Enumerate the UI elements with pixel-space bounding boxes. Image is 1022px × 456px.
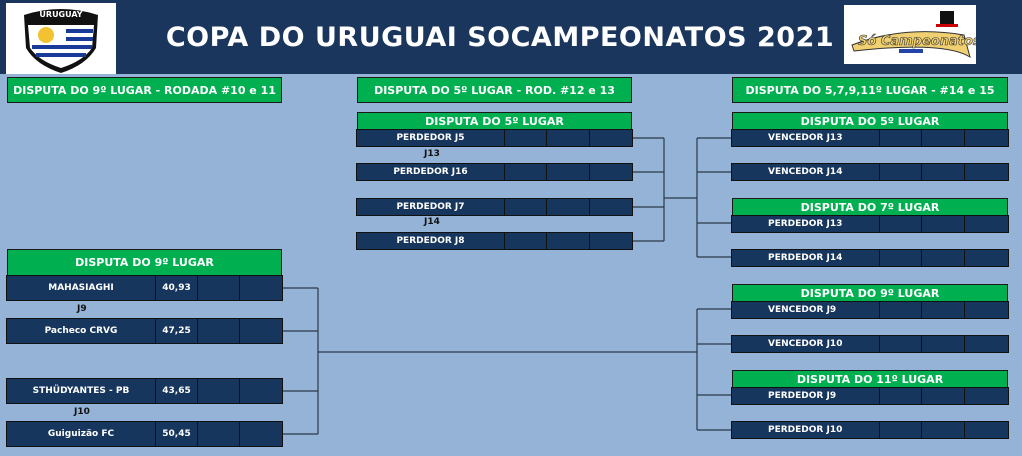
team-row: VENCEDOR J9 bbox=[731, 301, 1009, 319]
score-cell bbox=[879, 129, 922, 147]
team-row: PERDEDOR J8 bbox=[356, 232, 633, 250]
score-cell-empty bbox=[921, 249, 965, 267]
score-cell-empty bbox=[964, 421, 1009, 439]
page-title: COPA DO URUGUAI SOCAMPEONATOS 2021 bbox=[165, 22, 835, 53]
team-name: Pacheco CRVG bbox=[6, 318, 156, 344]
section-header-middle: DISPUTA DO 5º LUGAR - ROD. #12 e 13 bbox=[357, 77, 632, 103]
game-label: J10 bbox=[74, 407, 90, 417]
team-name: MAHASIAGHI bbox=[6, 275, 156, 301]
score-cell-empty bbox=[921, 387, 965, 405]
score-cell: 47,25 bbox=[155, 318, 198, 344]
right-bracket-title: DISPUTA DO 7º LUGAR bbox=[732, 198, 1008, 216]
score-cell-empty bbox=[964, 129, 1009, 147]
score-cell-empty bbox=[964, 215, 1009, 233]
score-cell-empty bbox=[964, 163, 1009, 181]
right-bracket-title: DISPUTA DO 9º LUGAR bbox=[732, 284, 1008, 302]
score-cell bbox=[879, 249, 922, 267]
score-cell bbox=[879, 335, 922, 353]
team-name: PERDEDOR J13 bbox=[731, 215, 880, 233]
score-cell-empty bbox=[239, 275, 283, 301]
score-cell-empty bbox=[964, 335, 1009, 353]
score-cell-empty bbox=[546, 198, 590, 216]
score-cell-empty bbox=[589, 232, 633, 250]
team-row: VENCEDOR J10 bbox=[731, 335, 1009, 353]
team-row: PERDEDOR J16 bbox=[356, 163, 633, 181]
uruguay-logo: URUGUAY bbox=[6, 3, 116, 74]
score-cell-empty bbox=[589, 163, 633, 181]
score-cell-empty bbox=[964, 249, 1009, 267]
score-cell-empty bbox=[921, 421, 965, 439]
game-label: J9 bbox=[77, 304, 87, 314]
svg-text:URUGUAY: URUGUAY bbox=[39, 10, 82, 19]
score-cell-empty bbox=[964, 301, 1009, 319]
middle-bracket-title: DISPUTA DO 5º LUGAR bbox=[357, 112, 632, 130]
team-row: PERDEDOR J14 bbox=[731, 249, 1009, 267]
team-name: STHÜDYANTES - PB bbox=[6, 378, 156, 404]
score-cell: 43,65 bbox=[155, 378, 198, 404]
score-cell-empty bbox=[964, 387, 1009, 405]
score-cell bbox=[879, 301, 922, 319]
team-row: MAHASIAGHI 40,93 bbox=[6, 275, 283, 301]
score-cell-empty bbox=[239, 318, 283, 344]
score-cell bbox=[504, 232, 547, 250]
team-row: PERDEDOR J9 bbox=[731, 387, 1009, 405]
team-name: PERDEDOR J14 bbox=[731, 249, 880, 267]
score-cell: 40,93 bbox=[155, 275, 198, 301]
score-cell-empty bbox=[546, 163, 590, 181]
team-name: VENCEDOR J13 bbox=[731, 129, 880, 147]
team-row: PERDEDOR J13 bbox=[731, 215, 1009, 233]
team-name: Guiguizão FC bbox=[6, 421, 156, 447]
score-cell-empty bbox=[546, 129, 590, 147]
score-cell bbox=[879, 387, 922, 405]
score-cell-empty bbox=[197, 421, 240, 447]
team-row: VENCEDOR J14 bbox=[731, 163, 1009, 181]
score-cell bbox=[879, 163, 922, 181]
score-cell-empty bbox=[239, 378, 283, 404]
team-row: PERDEDOR J7 bbox=[356, 198, 633, 216]
score-cell bbox=[504, 198, 547, 216]
svg-text:Só Campeonatos: Só Campeonatos bbox=[858, 34, 976, 49]
score-cell-empty bbox=[921, 163, 965, 181]
section-header-left: DISPUTA DO 9º LUGAR - RODADA #10 e 11 bbox=[7, 77, 282, 103]
team-row: Guiguizão FC 50,45 bbox=[6, 421, 283, 447]
score-cell-empty bbox=[239, 421, 283, 447]
score-cell bbox=[504, 163, 547, 181]
team-row: Pacheco CRVG 47,25 bbox=[6, 318, 283, 344]
team-row: PERDEDOR J5 bbox=[356, 129, 633, 147]
team-name: PERDEDOR J5 bbox=[356, 129, 505, 147]
score-cell-empty bbox=[197, 318, 240, 344]
score-cell-empty bbox=[589, 129, 633, 147]
team-name: PERDEDOR J9 bbox=[731, 387, 880, 405]
team-row: STHÜDYANTES - PB 43,65 bbox=[6, 378, 283, 404]
socampeonatos-logo: Só Campeonatos bbox=[844, 5, 981, 64]
score-cell-empty bbox=[589, 198, 633, 216]
score-cell-empty bbox=[921, 335, 965, 353]
right-bracket-title: DISPUTA DO 11º LUGAR bbox=[732, 370, 1008, 388]
game-label: J14 bbox=[424, 217, 440, 227]
team-name: PERDEDOR J7 bbox=[356, 198, 505, 216]
game-label: J13 bbox=[424, 149, 440, 159]
right-bracket-title: DISPUTA DO 5º LUGAR bbox=[732, 112, 1008, 130]
score-cell-empty bbox=[197, 275, 240, 301]
team-name: VENCEDOR J9 bbox=[731, 301, 880, 319]
team-name: VENCEDOR J14 bbox=[731, 163, 880, 181]
team-name: PERDEDOR J16 bbox=[356, 163, 505, 181]
section-header-right: DISPUTA DO 5,7,9,11º LUGAR - #14 e 15 bbox=[732, 77, 1008, 103]
score-cell-empty bbox=[546, 232, 590, 250]
score-cell-empty bbox=[921, 129, 965, 147]
score-cell bbox=[879, 215, 922, 233]
left-bracket-title: DISPUTA DO 9º LUGAR bbox=[7, 249, 282, 276]
score-cell bbox=[879, 421, 922, 439]
score-cell bbox=[504, 129, 547, 147]
team-row: VENCEDOR J13 bbox=[731, 129, 1009, 147]
score-cell-empty bbox=[921, 301, 965, 319]
team-name: VENCEDOR J10 bbox=[731, 335, 880, 353]
score-cell: 50,45 bbox=[155, 421, 198, 447]
team-row: PERDEDOR J10 bbox=[731, 421, 1009, 439]
score-cell-empty bbox=[197, 378, 240, 404]
team-name: PERDEDOR J10 bbox=[731, 421, 880, 439]
team-name: PERDEDOR J8 bbox=[356, 232, 505, 250]
score-cell-empty bbox=[921, 215, 965, 233]
